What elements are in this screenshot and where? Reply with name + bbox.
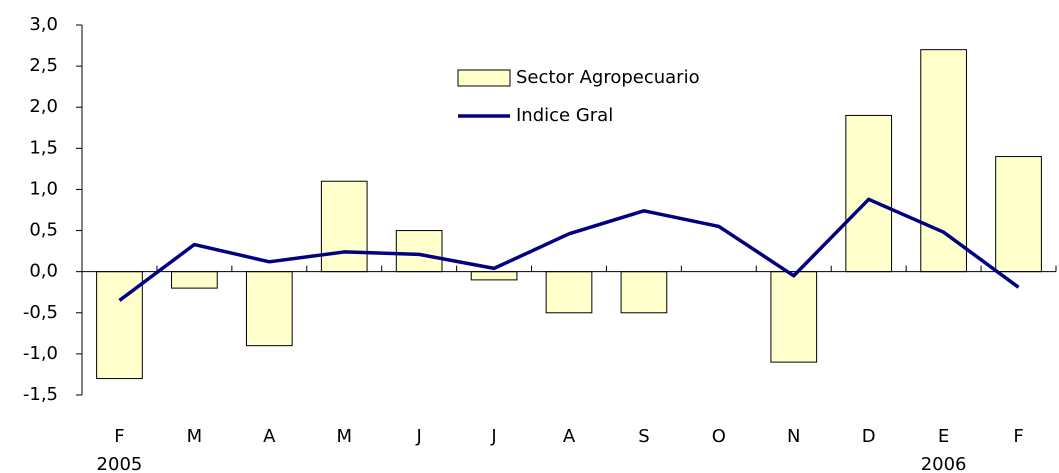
x-tick-label: A [563,426,576,447]
y-tick-label: 0,5 [29,220,58,241]
x-tick-label: S [638,426,649,447]
bar [545,271,593,314]
legend-swatch [457,69,511,87]
x-tick-label: O [712,426,726,447]
x-tick-label: J [490,426,496,447]
y-tick-label: 1,5 [29,137,58,158]
bar [470,271,518,281]
legend-label: Indice Gral [516,105,613,126]
y-tick-label: -1,0 [23,343,58,364]
bar [620,271,668,314]
y-tick-label: 3,0 [29,14,58,35]
x-tick-label: E [938,426,949,447]
x-tick-label: M [187,426,203,447]
year-label: 2005 [97,454,143,473]
x-tick-label: F [1013,426,1023,447]
y-tick-label: 2,5 [29,55,58,76]
bar [395,230,443,273]
bar [920,49,967,273]
line [118,197,1020,302]
bar [770,271,818,363]
y-tick-label: 1,0 [29,178,58,199]
bar [171,271,218,289]
legend-label: Sector Agropecuario [516,67,700,88]
y-tick-label: -0,5 [23,302,58,323]
y-tick-label: 2,0 [29,96,58,117]
bar [845,114,893,273]
x-tick-label: D [862,426,876,447]
x-tick-label: A [263,426,276,447]
bar [995,156,1042,273]
y-tick-label: 0,0 [29,261,58,282]
x-tick-label: N [787,426,800,447]
x-tick-label: F [114,426,124,447]
bar [320,180,368,273]
x-tick-label: M [336,426,352,447]
year-label: 2006 [921,454,967,473]
y-tick-label: -1,5 [23,384,58,405]
bar [245,271,293,347]
x-tick-label: J [415,426,421,447]
